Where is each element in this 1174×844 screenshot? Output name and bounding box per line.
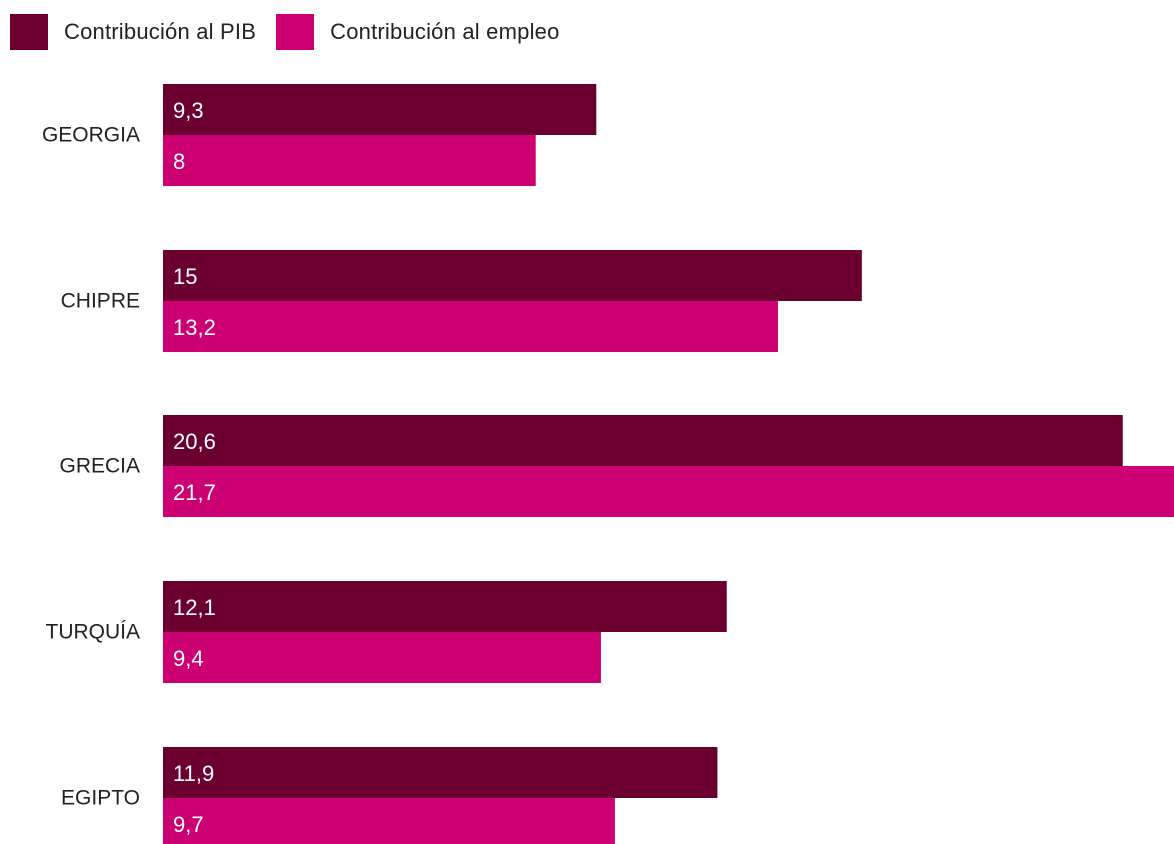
bar-label-gdp-chipre: 15: [173, 264, 197, 289]
bar-label-employment-chipre: 13,2: [173, 315, 216, 340]
bar-employment-grecia: [163, 466, 1174, 517]
category-label-grecia: GRECIA: [59, 455, 140, 478]
category-label-turquia: TURQUÍA: [46, 621, 141, 644]
legend: Contribución al PIB Contribución al empl…: [10, 14, 580, 50]
bar-employment-egipto: [163, 798, 615, 844]
bar-gdp-turquia: [163, 581, 727, 632]
bar-employment-chipre: [163, 301, 778, 352]
bar-gdp-egipto: [163, 747, 718, 798]
legend-swatch-gdp: [10, 14, 48, 50]
bar-gdp-chipre: [163, 250, 862, 301]
bar-label-employment-turquia: 9,4: [173, 646, 204, 671]
legend-label-employment: Contribución al empleo: [330, 19, 560, 44]
category-label-egipto: EGIPTO: [61, 787, 140, 810]
bar-label-gdp-grecia: 20,6: [173, 429, 216, 454]
bar-label-gdp-egipto: 11,9: [173, 761, 214, 786]
legend-item-employment: Contribución al empleo: [276, 14, 559, 50]
bar-label-employment-grecia: 21,7: [173, 480, 216, 505]
bar-label-gdp-turquia: 12,1: [173, 595, 216, 620]
legend-item-gdp: Contribución al PIB: [10, 14, 256, 50]
bar-gdp-grecia: [163, 415, 1123, 466]
bar-gdp-georgia: [163, 84, 597, 135]
legend-swatch-employment: [276, 14, 315, 50]
bar-employment-turquia: [163, 632, 601, 683]
bar-label-gdp-georgia: 9,3: [173, 98, 204, 123]
category-label-chipre: CHIPRE: [61, 290, 140, 313]
bar-label-employment-georgia: 8: [173, 149, 185, 174]
bar-employment-georgia: [163, 135, 536, 186]
legend-label-gdp: Contribución al PIB: [64, 19, 257, 44]
category-label-georgia: GEORGIA: [42, 124, 140, 147]
bar-label-employment-egipto: 9,7: [173, 812, 204, 837]
